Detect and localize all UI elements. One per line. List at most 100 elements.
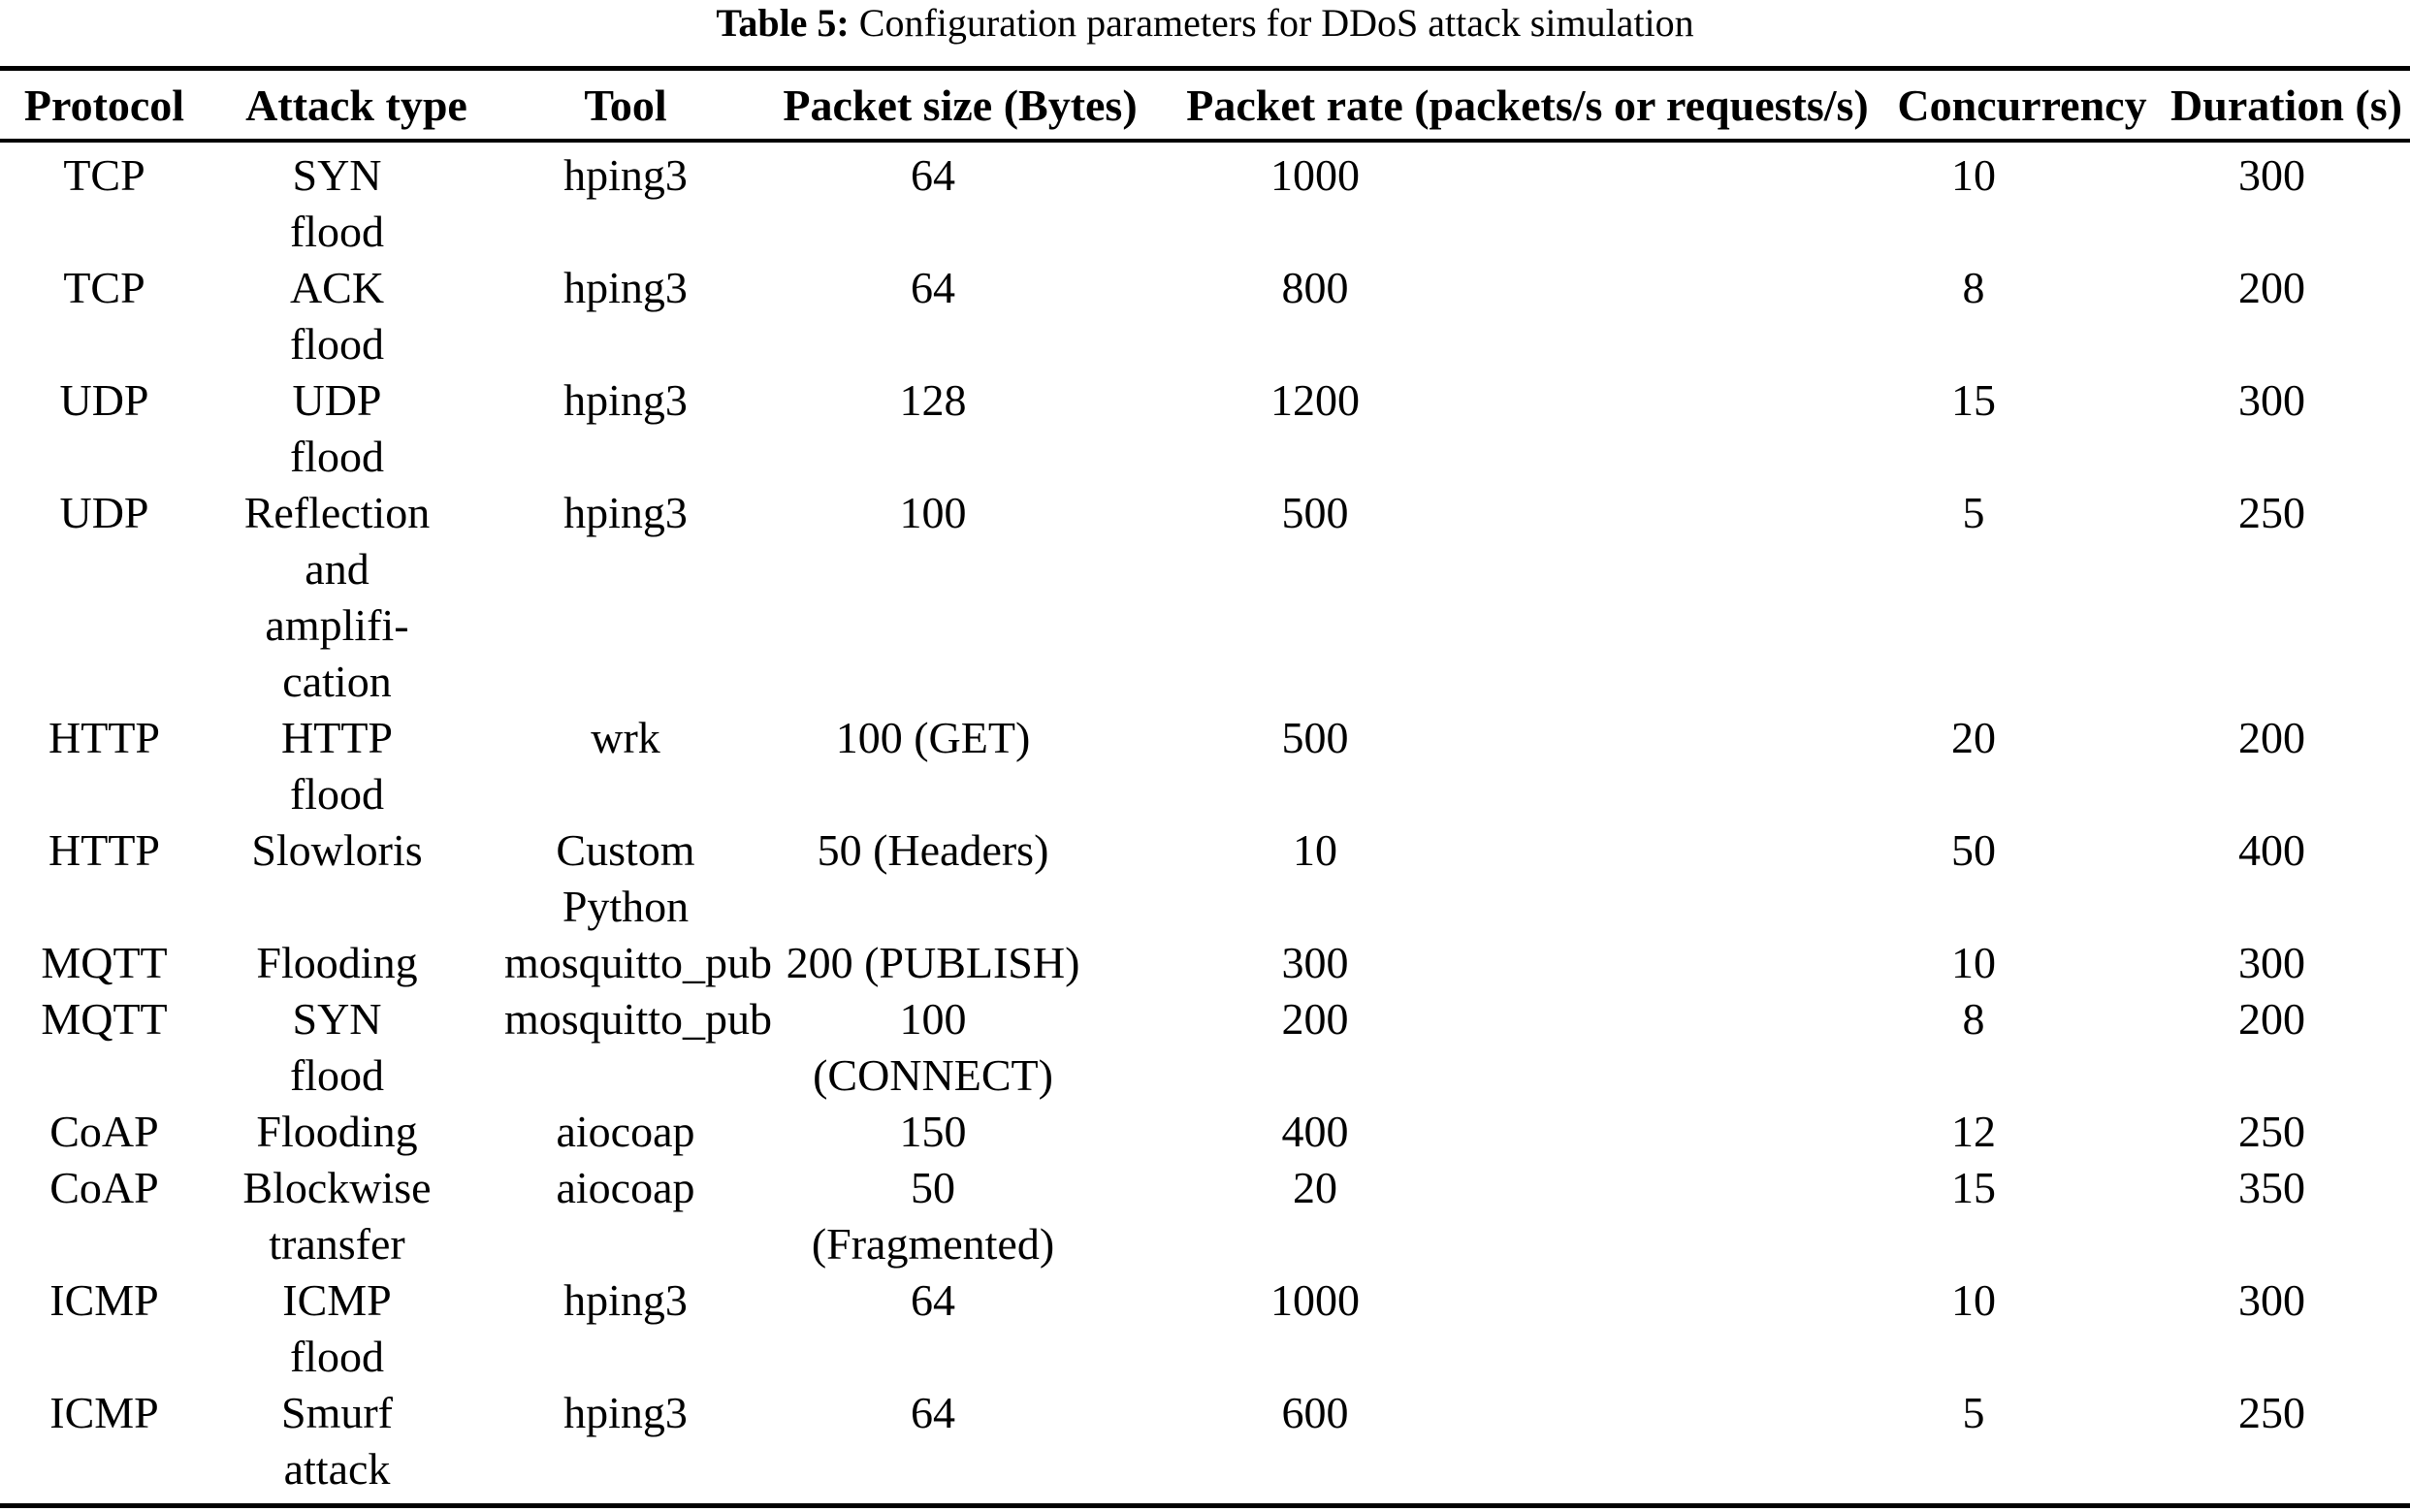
header-row: Protocol Attack type Tool Packet size (B… bbox=[0, 68, 2410, 143]
cell-packet-size: 64 bbox=[911, 150, 955, 200]
table-row: MQTT SYN flood mosquitto_pub 100 (CONNEC… bbox=[0, 991, 2410, 1104]
cell-packet-size: 100 (CONNECT) bbox=[813, 994, 1053, 1100]
cell-tool: hping3 bbox=[563, 488, 688, 537]
cell-concurrency: 20 bbox=[1951, 713, 1996, 762]
cell-tool: mosquitto_pub bbox=[504, 938, 773, 987]
col-header-packet-size: Packet size (Bytes) bbox=[747, 68, 1173, 143]
cell-concurrency: 15 bbox=[1951, 375, 1996, 425]
cell-packet-rate: 1000 bbox=[1270, 1275, 1360, 1325]
cell-duration: 300 bbox=[2238, 938, 2305, 987]
cell-packet-size: 200 (PUBLISH) bbox=[786, 938, 1080, 987]
cell-packet-size: 150 bbox=[899, 1107, 967, 1156]
cell-protocol: HTTP bbox=[48, 713, 160, 762]
table-row: ICMP ICMP flood hping3 64 1000 10 300 bbox=[0, 1272, 2410, 1385]
cell-attack-type: Flooding bbox=[256, 938, 418, 987]
cell-protocol: ICMP bbox=[49, 1388, 159, 1437]
cell-attack-type: Smurf attack bbox=[281, 1388, 393, 1494]
cell-duration: 250 bbox=[2238, 488, 2305, 537]
cell-packet-size: 128 bbox=[899, 375, 967, 425]
cell-concurrency: 5 bbox=[1962, 1388, 1985, 1437]
table-row: ICMP Smurf attack hping3 64 600 5 250 bbox=[0, 1385, 2410, 1506]
cell-tool: hping3 bbox=[563, 263, 688, 312]
cell-protocol: HTTP bbox=[48, 825, 160, 875]
cell-packet-rate: 20 bbox=[1293, 1163, 1337, 1212]
parameters-table: Protocol Attack type Tool Packet size (B… bbox=[0, 66, 2410, 1508]
cell-packet-rate: 500 bbox=[1281, 488, 1349, 537]
cell-tool: hping3 bbox=[563, 1388, 688, 1437]
cell-attack-type: Blockwise transfer bbox=[242, 1163, 432, 1269]
table-row: HTTP Slowloris Custom Python 50 (Headers… bbox=[0, 822, 2410, 935]
cell-protocol: TCP bbox=[63, 263, 145, 312]
table-row: TCP SYN flood hping3 64 1000 10 300 bbox=[0, 141, 2410, 260]
cell-attack-type: Slowloris bbox=[251, 825, 423, 875]
cell-tool: Custom Python bbox=[556, 825, 695, 931]
cell-protocol: MQTT bbox=[41, 994, 168, 1044]
table-row: UDP Reflection and amplifi- cation hping… bbox=[0, 485, 2410, 710]
cell-packet-rate: 600 bbox=[1281, 1388, 1349, 1437]
cell-tool: aiocoap bbox=[556, 1107, 695, 1156]
cell-protocol: UDP bbox=[59, 488, 149, 537]
cell-duration: 250 bbox=[2238, 1107, 2305, 1156]
cell-duration: 200 bbox=[2238, 263, 2305, 312]
cell-attack-type: SYN flood bbox=[289, 994, 385, 1100]
cell-concurrency: 10 bbox=[1951, 938, 1996, 987]
cell-concurrency: 8 bbox=[1962, 263, 1985, 312]
cell-concurrency: 12 bbox=[1951, 1107, 1996, 1156]
cell-packet-size: 64 bbox=[911, 1388, 955, 1437]
cell-packet-size: 50 (Fragmented) bbox=[811, 1163, 1055, 1269]
table-caption-text: Configuration parameters for DDoS attack… bbox=[858, 1, 1694, 45]
cell-duration: 200 bbox=[2238, 994, 2305, 1044]
cell-duration: 200 bbox=[2238, 713, 2305, 762]
cell-attack-type: UDP flood bbox=[289, 375, 385, 481]
table-row: CoAP Flooding aiocoap 150 400 12 250 bbox=[0, 1104, 2410, 1160]
cell-tool: hping3 bbox=[563, 1275, 688, 1325]
cell-tool: mosquitto_pub bbox=[504, 994, 773, 1044]
col-header-concurrency: Concurrency bbox=[1881, 68, 2163, 143]
cell-concurrency: 15 bbox=[1951, 1163, 1996, 1212]
cell-tool: hping3 bbox=[563, 375, 688, 425]
cell-packet-size: 50 (Headers) bbox=[817, 825, 1049, 875]
cell-concurrency: 50 bbox=[1951, 825, 1996, 875]
cell-attack-type: Flooding bbox=[256, 1107, 418, 1156]
cell-protocol: CoAP bbox=[49, 1107, 159, 1156]
cell-concurrency: 8 bbox=[1962, 994, 1985, 1044]
cell-attack-type: HTTP flood bbox=[281, 713, 393, 819]
table-row: TCP ACK flood hping3 64 800 8 200 bbox=[0, 260, 2410, 372]
col-header-protocol: Protocol bbox=[0, 68, 209, 143]
cell-packet-rate: 800 bbox=[1281, 263, 1349, 312]
cell-packet-rate: 300 bbox=[1281, 938, 1349, 987]
cell-concurrency: 5 bbox=[1962, 488, 1985, 537]
cell-duration: 300 bbox=[2238, 375, 2305, 425]
cell-packet-rate: 1000 bbox=[1270, 150, 1360, 200]
cell-attack-type: ACK flood bbox=[289, 263, 385, 369]
cell-packet-rate: 500 bbox=[1281, 713, 1349, 762]
cell-concurrency: 10 bbox=[1951, 1275, 1996, 1325]
cell-attack-type: Reflection and amplifi- cation bbox=[243, 488, 431, 706]
cell-tool: aiocoap bbox=[556, 1163, 695, 1212]
cell-tool: hping3 bbox=[563, 150, 688, 200]
col-header-packet-rate: Packet rate (packets/s or requests/s) bbox=[1173, 68, 1881, 143]
table-row: MQTT Flooding mosquitto_pub 200 (PUBLISH… bbox=[0, 935, 2410, 991]
col-header-attack-type: Attack type bbox=[209, 68, 504, 143]
cell-attack-type: SYN flood bbox=[289, 150, 385, 256]
cell-packet-rate: 10 bbox=[1293, 825, 1337, 875]
cell-packet-size: 100 bbox=[899, 488, 967, 537]
cell-packet-rate: 1200 bbox=[1270, 375, 1360, 425]
cell-duration: 300 bbox=[2238, 1275, 2305, 1325]
cell-duration: 250 bbox=[2238, 1388, 2305, 1437]
cell-protocol: CoAP bbox=[49, 1163, 159, 1212]
cell-protocol: MQTT bbox=[41, 938, 168, 987]
cell-tool: wrk bbox=[591, 713, 660, 762]
cell-duration: 300 bbox=[2238, 150, 2305, 200]
cell-packet-size: 64 bbox=[911, 1275, 955, 1325]
cell-packet-rate: 200 bbox=[1281, 994, 1349, 1044]
cell-attack-type: ICMP flood bbox=[282, 1275, 392, 1381]
table-row: UDP UDP flood hping3 128 1200 15 300 bbox=[0, 372, 2410, 485]
cell-protocol: TCP bbox=[63, 150, 145, 200]
cell-concurrency: 10 bbox=[1951, 150, 1996, 200]
cell-duration: 350 bbox=[2238, 1163, 2305, 1212]
cell-packet-size: 100 (GET) bbox=[835, 713, 1031, 762]
table-caption: Table 5: Configuration parameters for DD… bbox=[0, 0, 2410, 47]
col-header-tool: Tool bbox=[504, 68, 747, 143]
